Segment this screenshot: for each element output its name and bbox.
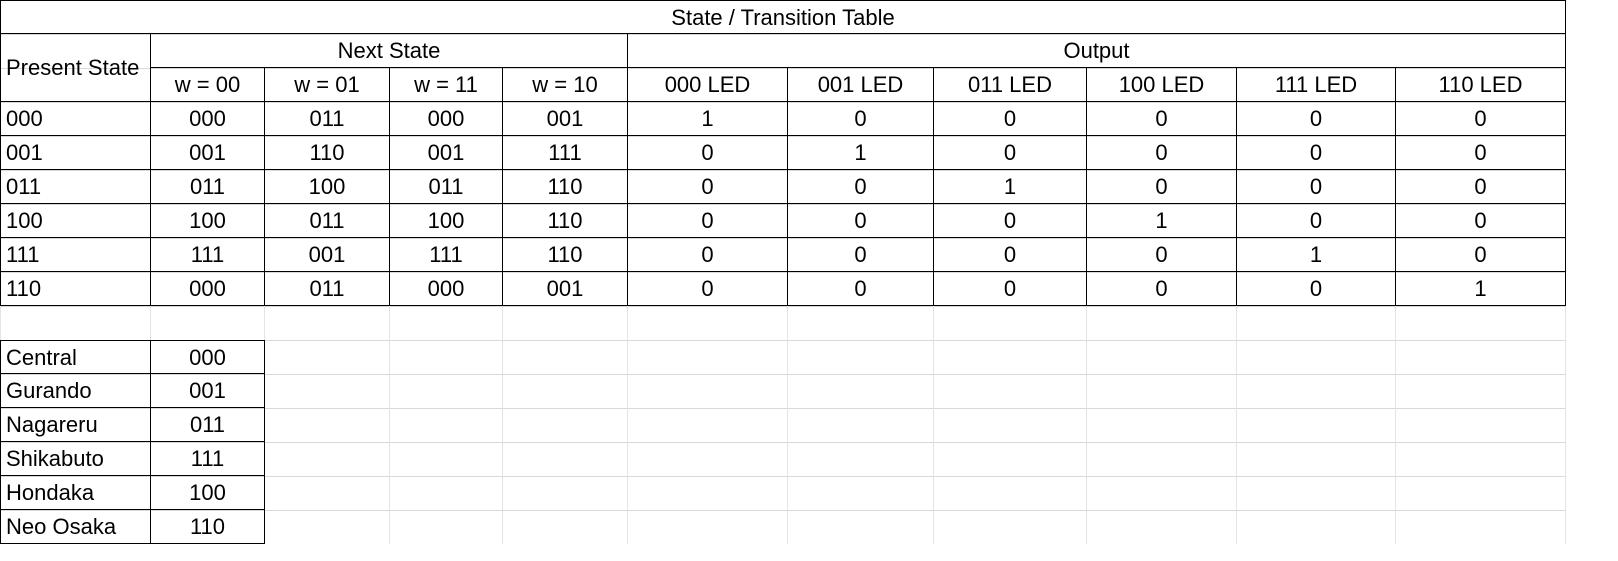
output-cell: 0 [1087, 136, 1237, 170]
output-cell: 0 [1237, 170, 1396, 204]
output-cell: 1 [934, 170, 1087, 204]
present-state-cell: 011 [0, 170, 151, 204]
output-cell: 0 [628, 170, 788, 204]
present-state-cell: 000 [0, 102, 151, 136]
present-state-cell: 111 [0, 238, 151, 272]
output-cell: 0 [1237, 136, 1396, 170]
output-cell: 0 [934, 136, 1087, 170]
present-state-header: Present State [0, 34, 151, 102]
next-state-cell: 001 [503, 102, 628, 136]
output-cell: 0 [1396, 170, 1566, 204]
output-col-header: 111 LED [1237, 68, 1396, 102]
next-state-cell: 011 [151, 170, 265, 204]
next-col-header: w = 10 [503, 68, 628, 102]
location-name-cell: Hondaka [0, 476, 151, 510]
next-state-cell: 001 [503, 272, 628, 306]
next-state-cell: 100 [151, 204, 265, 238]
output-cell: 0 [1237, 102, 1396, 136]
output-cell: 0 [788, 272, 934, 306]
next-state-header: Next State [151, 34, 628, 68]
next-state-cell: 110 [503, 238, 628, 272]
output-cell: 0 [788, 102, 934, 136]
next-col-header: w = 01 [265, 68, 390, 102]
output-col-header: 011 LED [934, 68, 1087, 102]
location-name-cell: Neo Osaka [0, 510, 151, 544]
next-col-header: w = 11 [390, 68, 503, 102]
output-cell: 0 [788, 238, 934, 272]
output-header: Output [628, 34, 1566, 68]
next-state-cell: 001 [265, 238, 390, 272]
output-cell: 1 [1237, 238, 1396, 272]
location-code-cell: 100 [151, 476, 265, 510]
next-state-cell: 000 [151, 102, 265, 136]
next-state-cell: 001 [151, 136, 265, 170]
output-cell: 0 [628, 272, 788, 306]
next-state-cell: 011 [265, 272, 390, 306]
next-state-cell: 011 [265, 204, 390, 238]
location-name-cell: Nagareru [0, 408, 151, 442]
location-code-cell: 000 [151, 340, 265, 374]
output-cell: 0 [788, 170, 934, 204]
output-cell: 0 [628, 204, 788, 238]
next-state-cell: 110 [265, 136, 390, 170]
next-state-cell: 111 [390, 238, 503, 272]
present-state-cell: 100 [0, 204, 151, 238]
next-state-cell: 000 [390, 272, 503, 306]
next-state-cell: 100 [265, 170, 390, 204]
next-state-cell: 001 [390, 136, 503, 170]
next-state-cell: 011 [390, 170, 503, 204]
next-state-cell: 000 [151, 272, 265, 306]
next-state-cell: 111 [503, 136, 628, 170]
location-code-cell: 111 [151, 442, 265, 476]
output-cell: 0 [1396, 136, 1566, 170]
output-cell: 0 [934, 272, 1087, 306]
output-cell: 1 [628, 102, 788, 136]
output-col-header: 000 LED [628, 68, 788, 102]
output-cell: 0 [934, 204, 1087, 238]
output-cell: 0 [1087, 238, 1237, 272]
output-cell: 0 [788, 204, 934, 238]
output-cell: 0 [1396, 204, 1566, 238]
output-col-header: 110 LED [1396, 68, 1566, 102]
present-state-cell: 110 [0, 272, 151, 306]
output-cell: 0 [1237, 204, 1396, 238]
next-state-cell: 000 [390, 102, 503, 136]
output-cell: 1 [1396, 272, 1566, 306]
spreadsheet-grid: State / Transition Table Present State N… [0, 0, 1566, 544]
next-state-cell: 100 [390, 204, 503, 238]
present-state-cell: 001 [0, 136, 151, 170]
output-cell: 0 [934, 102, 1087, 136]
location-code-cell: 011 [151, 408, 265, 442]
location-name-cell: Gurando [0, 374, 151, 408]
output-cell: 1 [1087, 204, 1237, 238]
next-state-cell: 110 [503, 170, 628, 204]
output-cell: 0 [934, 238, 1087, 272]
location-code-cell: 110 [151, 510, 265, 544]
output-cell: 0 [1087, 272, 1237, 306]
next-col-header: w = 00 [151, 68, 265, 102]
output-cell: 1 [788, 136, 934, 170]
output-cell: 0 [628, 136, 788, 170]
output-cell: 0 [1087, 170, 1237, 204]
location-code-cell: 001 [151, 374, 265, 408]
next-state-cell: 111 [151, 238, 265, 272]
table-title: State / Transition Table [0, 0, 1566, 34]
output-cell: 0 [1396, 102, 1566, 136]
next-state-cell: 011 [265, 102, 390, 136]
next-state-cell: 110 [503, 204, 628, 238]
output-col-header: 100 LED [1087, 68, 1237, 102]
output-cell: 0 [628, 238, 788, 272]
output-cell: 0 [1087, 102, 1237, 136]
output-cell: 0 [1237, 272, 1396, 306]
location-name-cell: Central [0, 340, 151, 374]
location-name-cell: Shikabuto [0, 442, 151, 476]
output-col-header: 001 LED [788, 68, 934, 102]
output-cell: 0 [1396, 238, 1566, 272]
